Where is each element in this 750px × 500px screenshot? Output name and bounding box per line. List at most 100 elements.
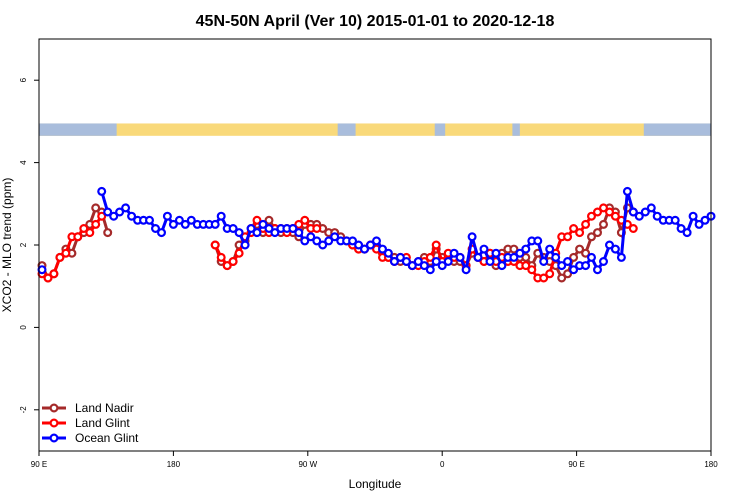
data-point: [598, 219, 608, 229]
data-point: [270, 228, 280, 238]
data-point: [652, 211, 662, 221]
data-point: [210, 219, 220, 229]
data-point: [539, 273, 549, 283]
data-point: [73, 232, 83, 242]
x-tick-label: 180: [167, 460, 181, 469]
data-point: [581, 248, 591, 258]
data-point: [264, 215, 274, 225]
data-point: [634, 211, 644, 221]
data-point: [569, 265, 579, 275]
data-point: [592, 207, 602, 217]
land-strip: [39, 123, 711, 136]
data-point: [97, 186, 107, 196]
data-point: [252, 215, 262, 225]
data-point: [586, 252, 596, 262]
data-point: [431, 240, 441, 250]
data-point: [604, 207, 614, 217]
data-point: [240, 240, 250, 250]
data-point: [545, 244, 555, 254]
data-point: [569, 224, 579, 234]
data-point: [598, 203, 608, 213]
data-point: [115, 207, 125, 217]
data-point: [246, 224, 256, 234]
data-point: [628, 207, 638, 217]
data-point: [581, 219, 591, 229]
data-point: [383, 248, 393, 258]
data-point: [389, 257, 399, 267]
data-point: [521, 261, 531, 271]
data-point: [640, 207, 650, 217]
data-point: [127, 211, 137, 221]
data-point: [473, 252, 483, 262]
legend-label: Land Nadir: [75, 401, 134, 415]
data-point: [366, 240, 376, 250]
legend-label: Ocean Glint: [75, 431, 139, 445]
data-point: [55, 252, 65, 262]
legend-item: Ocean Glint: [42, 431, 139, 445]
x-tick-label: 90 E: [568, 460, 584, 469]
data-point: [413, 257, 423, 267]
data-point: [37, 265, 47, 275]
data-point: [103, 207, 113, 217]
data-point: [109, 211, 119, 221]
ocean-segment: [337, 123, 356, 136]
y-axis-label: XCO2 - MLO trend (ppm): [0, 178, 14, 313]
data-point: [521, 252, 531, 262]
data-point: [443, 257, 453, 267]
ocean-segment: [512, 123, 520, 136]
legend-item: Land Nadir: [42, 401, 134, 415]
data-point: [252, 228, 262, 238]
data-point: [425, 265, 435, 275]
data-point: [592, 265, 602, 275]
data-point: [539, 257, 549, 267]
data-point: [348, 236, 358, 246]
data-point: [401, 257, 411, 267]
data-point: [264, 224, 274, 234]
data-point: [121, 203, 131, 213]
data-point: [527, 265, 537, 275]
data-point: [85, 228, 95, 238]
data-point: [509, 252, 519, 262]
x-tick-label: 90 W: [298, 460, 317, 469]
data-point: [378, 244, 388, 254]
data-point: [186, 215, 196, 225]
y-tick-label: -2: [19, 406, 28, 414]
x-tick-label: 180: [704, 460, 718, 469]
data-point: [491, 248, 501, 258]
data-point: [569, 252, 579, 262]
data-point: [234, 228, 244, 238]
data-point: [682, 228, 692, 238]
data-point: [216, 252, 226, 262]
data-point: [419, 261, 429, 271]
x-tick-label: 0: [440, 460, 445, 469]
data-point: [700, 215, 710, 225]
data-point: [586, 232, 596, 242]
data-point: [676, 224, 686, 234]
data-point: [563, 269, 573, 279]
data-point: [49, 269, 59, 279]
data-point: [515, 248, 525, 258]
y-tick-label: 6: [19, 77, 28, 82]
data-point: [449, 248, 459, 258]
data-point: [43, 273, 53, 283]
data-point: [610, 244, 620, 254]
data-point: [628, 224, 638, 234]
data-point: [604, 240, 614, 250]
data-point: [598, 257, 608, 267]
data-point: [586, 211, 596, 221]
data-point: [228, 257, 238, 267]
data-point: [616, 252, 626, 262]
data-point: [151, 224, 161, 234]
data-point: [557, 273, 567, 283]
data-point: [592, 228, 602, 238]
data-point: [312, 236, 322, 246]
data-point: [425, 252, 435, 262]
data-point: [563, 257, 573, 267]
y-tick-label: 0: [19, 325, 28, 330]
data-point: [407, 261, 417, 271]
data-point: [145, 215, 155, 225]
data-point: [646, 203, 656, 213]
data-point: [216, 211, 226, 221]
